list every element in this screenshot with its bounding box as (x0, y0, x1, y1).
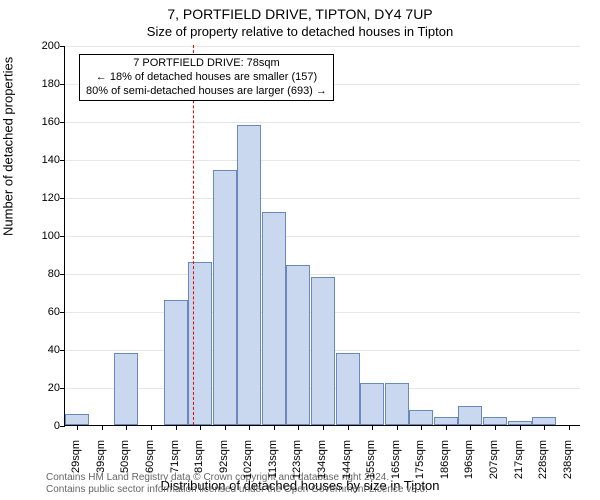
gridline-h (65, 198, 580, 199)
ytick-mark (60, 312, 65, 313)
xtick-label: 165sqm (390, 440, 402, 490)
xtick-label: 113sqm (267, 440, 279, 490)
ytick-label: 200 (28, 40, 60, 52)
ytick-mark (60, 388, 65, 389)
histogram-bar (532, 417, 556, 425)
ytick-label: 80 (28, 268, 60, 280)
xtick-label: 102sqm (242, 440, 254, 490)
histogram-bar (262, 212, 286, 425)
xtick-mark (544, 425, 545, 430)
xtick-mark (274, 425, 275, 430)
annotation-line3: 80% of semi-detached houses are larger (… (86, 85, 327, 99)
xtick-mark (421, 425, 422, 430)
histogram-bar (213, 170, 237, 425)
histogram-bar (385, 383, 409, 425)
ytick-label: 180 (28, 78, 60, 90)
gridline-h (65, 122, 580, 123)
ytick-label: 140 (28, 154, 60, 166)
ytick-label: 40 (28, 344, 60, 356)
xtick-mark (446, 425, 447, 430)
histogram-bar (458, 406, 482, 425)
histogram-bar (434, 417, 458, 425)
gridline-h (65, 236, 580, 237)
xtick-label: 217sqm (513, 440, 525, 490)
xtick-mark (495, 425, 496, 430)
ytick-label: 20 (28, 382, 60, 394)
xtick-mark (470, 425, 471, 430)
histogram-bar (114, 353, 138, 425)
ytick-mark (60, 84, 65, 85)
xtick-label: 39sqm (95, 440, 107, 490)
histogram-bar (286, 265, 310, 425)
gridline-h (65, 160, 580, 161)
xtick-label: 134sqm (316, 440, 328, 490)
ytick-mark (60, 198, 65, 199)
xtick-mark (151, 425, 152, 430)
histogram-bar (164, 300, 188, 425)
xtick-label: 50sqm (119, 440, 131, 490)
annotation-box: 7 PORTFIELD DRIVE: 78sqm← 18% of detache… (79, 54, 334, 101)
xtick-label: 175sqm (414, 440, 426, 490)
xtick-label: 186sqm (439, 440, 451, 490)
xtick-mark (126, 425, 127, 430)
xtick-label: 71sqm (169, 440, 181, 490)
xtick-label: 207sqm (488, 440, 500, 490)
xtick-mark (249, 425, 250, 430)
xtick-mark (520, 425, 521, 430)
ytick-label: 100 (28, 230, 60, 242)
ytick-mark (60, 122, 65, 123)
histogram-bar (188, 262, 212, 425)
gridline-h (65, 274, 580, 275)
xtick-label: 29sqm (70, 440, 82, 490)
chart-root: 7, PORTFIELD DRIVE, TIPTON, DY4 7UP Size… (0, 0, 600, 500)
xtick-mark (348, 425, 349, 430)
histogram-bar (65, 414, 89, 425)
plot-area: 7 PORTFIELD DRIVE: 78sqm← 18% of detache… (64, 46, 580, 426)
xtick-mark (102, 425, 103, 430)
annotation-line1: 7 PORTFIELD DRIVE: 78sqm (86, 57, 327, 71)
xtick-mark (323, 425, 324, 430)
xtick-label: 92sqm (218, 440, 230, 490)
xtick-label: 60sqm (144, 440, 156, 490)
xtick-mark (397, 425, 398, 430)
xtick-label: 228sqm (537, 440, 549, 490)
histogram-bar (311, 277, 335, 425)
ytick-mark (60, 160, 65, 161)
reference-line (193, 45, 194, 425)
ytick-label: 120 (28, 192, 60, 204)
xtick-label: 196sqm (463, 440, 475, 490)
xtick-mark (298, 425, 299, 430)
chart-title-line1: 7, PORTFIELD DRIVE, TIPTON, DY4 7UP (0, 6, 600, 22)
ytick-label: 160 (28, 116, 60, 128)
xtick-mark (176, 425, 177, 430)
ytick-label: 0 (28, 420, 60, 432)
xtick-label: 123sqm (291, 440, 303, 490)
xtick-mark (569, 425, 570, 430)
ytick-mark (60, 274, 65, 275)
histogram-bar (336, 353, 360, 425)
histogram-bar (360, 383, 384, 425)
xtick-label: 155sqm (365, 440, 377, 490)
histogram-bar (409, 410, 433, 425)
histogram-bar (483, 417, 507, 425)
histogram-bar (237, 125, 261, 425)
xtick-label: 238sqm (562, 440, 574, 490)
xtick-mark (225, 425, 226, 430)
ytick-mark (60, 46, 65, 47)
ytick-label: 60 (28, 306, 60, 318)
xtick-label: 81sqm (193, 440, 205, 490)
y-axis-label: Number of detached properties (1, 57, 16, 236)
ytick-mark (60, 236, 65, 237)
xtick-mark (372, 425, 373, 430)
xtick-mark (200, 425, 201, 430)
ytick-mark (60, 350, 65, 351)
xtick-label: 144sqm (341, 440, 353, 490)
ytick-mark (60, 426, 65, 427)
gridline-h (65, 46, 580, 47)
chart-title-line2: Size of property relative to detached ho… (0, 24, 600, 39)
annotation-line2: ← 18% of detached houses are smaller (15… (86, 71, 327, 85)
xtick-mark (77, 425, 78, 430)
